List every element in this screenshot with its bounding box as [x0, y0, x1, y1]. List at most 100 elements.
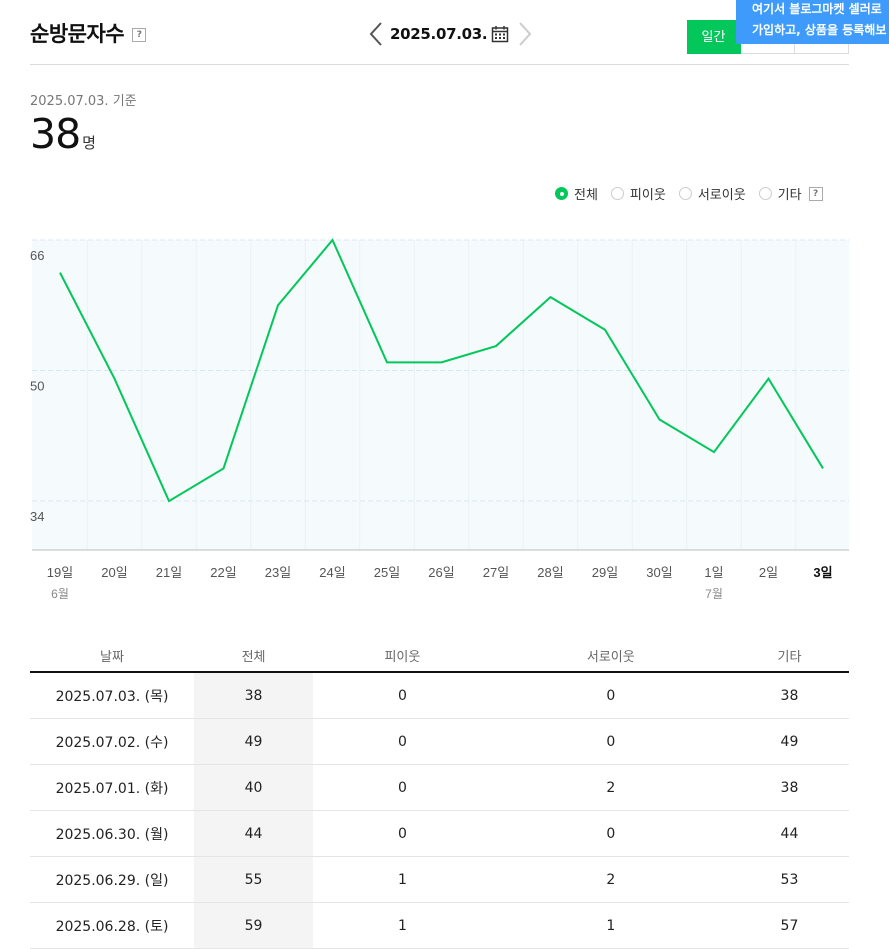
visitor-count-number: 38 [30, 110, 81, 158]
x-tick-label: 20일 [101, 565, 127, 580]
x-tick-label: 23일 [265, 565, 291, 580]
table-row: 2025.06.29. (일) 55 1 2 53 [30, 856, 849, 903]
legend-help-icon[interactable]: ? [808, 186, 823, 201]
visitor-line-chart: 66 50 34 19일 20일 21일 22일 23일 24일 25일 26일 27일 28일 29일 3… [30, 238, 849, 601]
header-total: 전체 [194, 640, 314, 673]
date-navigator: 2025.07.03. [366, 20, 535, 48]
help-icon[interactable]: ? [132, 28, 147, 42]
cell-other: 38 [729, 672, 849, 719]
visitor-count: 38 명 [30, 110, 96, 158]
visitor-table: 날짜 전체 피이웃 서로이웃 기타 2025.07.03. (목) 38 0 0 38 2… [30, 640, 849, 949]
table-row: 2025.07.02. (수) 49 0 0 49 [30, 718, 849, 765]
table-row: 2025.06.28. (토) 59 1 1 57 [30, 902, 849, 949]
cell-neighbor: 0 [313, 718, 492, 765]
page-title: 순방문자수? [30, 18, 147, 48]
cell-date: 2025.06.28. (토) [30, 902, 194, 949]
cell-other: 38 [729, 764, 849, 811]
cell-other: 44 [729, 810, 849, 857]
next-date-button[interactable] [515, 20, 535, 48]
filter-neighbor[interactable]: 피이웃 [610, 184, 666, 203]
cell-total: 55 [194, 856, 314, 903]
filter-other[interactable]: 기타 [758, 184, 802, 203]
filter-mutual-neighbor[interactable]: 서로이웃 [678, 184, 746, 203]
cell-date: 2025.07.01. (화) [30, 764, 194, 811]
basis-date: 2025.07.03. 기준 [30, 94, 137, 109]
cell-total: 49 [194, 718, 314, 765]
cell-mutual-neighbor: 0 [491, 718, 730, 765]
cell-mutual-neighbor: 2 [491, 856, 730, 903]
header-neighbor: 피이웃 [313, 640, 492, 673]
month-label: 7월 [705, 587, 723, 601]
cell-total: 38 [194, 672, 314, 719]
cell-other: 53 [729, 856, 849, 903]
x-tick-label: 29일 [592, 565, 618, 580]
promo-tooltip-line1: 여기서 블로그마켓 셀러로 [752, 2, 882, 16]
x-tick-label: 21일 [156, 565, 182, 580]
cell-total: 59 [194, 902, 314, 949]
cell-mutual-neighbor: 0 [491, 810, 730, 857]
page-title-text: 순방문자수 [30, 22, 125, 46]
cell-other: 49 [729, 718, 849, 765]
cell-date: 2025.07.03. (목) [30, 672, 194, 719]
current-date: 2025.07.03. [390, 25, 488, 43]
radio[interactable] [758, 187, 772, 200]
filter-label: 서로이웃 [697, 188, 746, 203]
x-tick-label: 26일 [428, 565, 454, 580]
table-body: 2025.07.03. (목) 38 0 0 38 2025.07.02. (수) 49 0 0… [30, 672, 849, 949]
x-tick-label: 19일 [47, 565, 73, 580]
prev-date-button[interactable] [366, 20, 386, 48]
table-row: 2025.07.01. (화) 40 0 2 38 [30, 764, 849, 811]
cell-mutual-neighbor: 2 [491, 764, 730, 811]
filter-label: 전체 [574, 188, 598, 203]
radio[interactable] [610, 187, 624, 200]
cell-mutual-neighbor: 1 [491, 902, 730, 949]
header-mutual-neighbor: 서로이웃 [491, 640, 730, 673]
cell-neighbor: 0 [313, 810, 492, 857]
visitor-count-unit: 명 [82, 134, 96, 152]
cell-total: 44 [194, 810, 314, 857]
cell-neighbor: 1 [313, 856, 492, 903]
x-tick-label: 28일 [537, 565, 563, 580]
cell-date: 2025.06.30. (월) [30, 810, 194, 857]
filter-label: 기타 [777, 188, 802, 203]
cell-total: 40 [194, 764, 314, 811]
series-line-total [59, 238, 824, 503]
cell-neighbor: 0 [313, 672, 492, 719]
radio-checked[interactable] [555, 187, 568, 200]
x-tick-label: 3일 [813, 565, 832, 580]
calendar-icon[interactable] [491, 25, 509, 43]
table-header-row: 날짜 전체 피이웃 서로이웃 기타 [30, 640, 849, 673]
table-row: 2025.06.30. (월) 44 0 0 44 [30, 810, 849, 857]
x-tick-label: 22일 [210, 565, 236, 580]
header-other: 기타 [729, 640, 849, 673]
cell-mutual-neighbor: 0 [491, 672, 730, 719]
radio[interactable] [678, 187, 692, 200]
chart-plot-area [32, 240, 849, 550]
chevron-left-icon [369, 22, 382, 46]
month-label: 6월 [51, 587, 69, 601]
x-tick-label: 30일 [646, 565, 672, 580]
y-tick-label: 34 [30, 509, 44, 524]
cell-neighbor: 0 [313, 764, 492, 811]
x-tick-label: 25일 [374, 565, 400, 580]
cell-date: 2025.06.29. (일) [30, 856, 194, 903]
stats-header: 순방문자수? 2025.07.03. 일간 [30, 14, 849, 65]
filter-all[interactable]: 전체 [555, 184, 598, 203]
y-tick-label: 66 [30, 248, 44, 263]
series-filter: 전체 피이웃 서로이웃 기타 ? [555, 184, 823, 203]
promo-tooltip-line2: 가입하고, 상품을 등록해보 [752, 23, 887, 37]
y-tick-label: 50 [30, 379, 44, 394]
x-tick-label: 1일 [704, 565, 723, 580]
x-tick-label: 2일 [759, 565, 778, 580]
cell-neighbor: 1 [313, 902, 492, 949]
header-date: 날짜 [30, 640, 194, 673]
cell-date: 2025.07.02. (수) [30, 718, 194, 765]
x-tick-label: 27일 [483, 565, 509, 580]
promo-tooltip[interactable]: 여기서 블로그마켓 셀러로 가입하고, 상품을 등록해보 [736, 0, 889, 44]
chevron-right-icon [519, 22, 532, 46]
table-row: 2025.07.03. (목) 38 0 0 38 [30, 672, 849, 719]
x-tick-label: 24일 [319, 565, 345, 580]
tab-daily[interactable]: 일간 [687, 20, 741, 54]
cell-other: 57 [729, 902, 849, 949]
filter-label: 피이웃 [629, 188, 666, 203]
